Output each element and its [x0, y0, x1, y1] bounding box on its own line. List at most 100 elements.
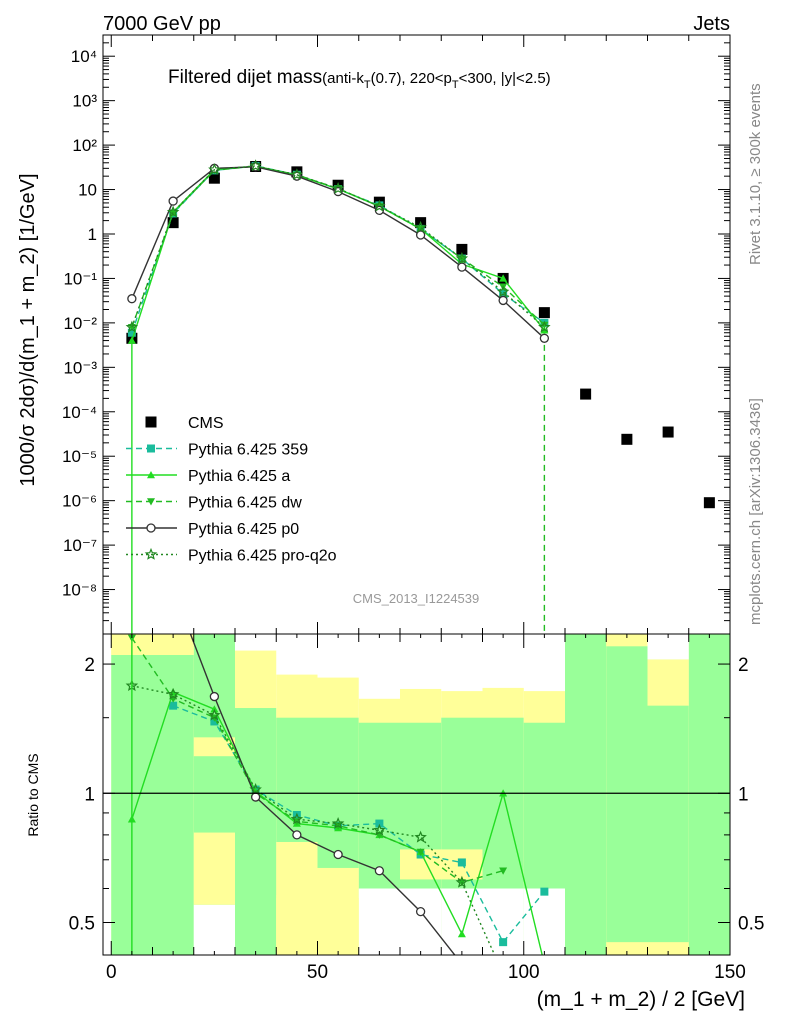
y-tick-label: 10²	[72, 136, 97, 155]
data-point	[125, 320, 139, 333]
ratio-data-point	[290, 812, 304, 825]
ratio-y-tick-label-right: 2	[738, 655, 749, 676]
ratio-series-pythia-6-425-p0	[189, 634, 456, 955]
legend-label: Pythia 6.425 a	[188, 468, 290, 485]
data-point	[249, 159, 262, 172]
data-point	[127, 294, 137, 304]
legend-entry: Pythia 6.425 359	[126, 442, 308, 459]
ratio-data-point	[249, 783, 262, 795]
ratio-y-tick-label-right: 0.5	[738, 913, 764, 934]
legend-entry: Pythia 6.425 pro-q2o	[126, 548, 337, 565]
source-label: mcplots.cern.ch [arXiv:1306.3436]	[747, 398, 764, 625]
band-segment	[193, 832, 235, 905]
series-pythia-6-425-pro-q2o	[125, 159, 551, 333]
legend-entry: CMS	[145, 415, 224, 432]
main-plot-frame	[102, 34, 731, 635]
band-segment	[647, 659, 689, 706]
legend-marker	[147, 498, 155, 506]
y-axis-label-main: 1000/σ 2dσ)/d(m_1 + m_2) [1/GeV]	[17, 173, 39, 486]
uncertainty-band-inner	[565, 634, 607, 955]
rivet-version-label: Rivet 3.1.10, ≥ 300k events	[747, 83, 764, 265]
beam-label: 7000 GeV pp	[103, 13, 221, 35]
ratio-plot-panel: 0.5 0.5 1 1 2 2 0 50 100 150	[69, 633, 764, 983]
ratio-y-tick-label: 1	[84, 784, 95, 805]
legend-label: Pythia 6.425 dw	[188, 495, 302, 512]
data-point	[540, 321, 549, 329]
ratio-data-point	[415, 906, 426, 917]
data-point	[290, 168, 304, 181]
data-point	[621, 433, 633, 445]
main-plot-panel: 10⁻⁸ 10⁻⁷ 10⁻⁶ 10⁻⁵ 10⁻⁴ 10⁻³ 10⁻² 10⁻¹ 1 10 10² 10…	[62, 34, 731, 635]
legend-marker	[147, 444, 155, 453]
category-label: Jets	[693, 13, 730, 35]
data-point	[456, 243, 468, 255]
data-point	[455, 252, 469, 264]
analysis-watermark: CMS_2013_I1224539	[353, 591, 480, 606]
legend-label: CMS	[188, 415, 224, 432]
legend-marker	[146, 523, 156, 533]
ratio-series-line	[131, 637, 504, 884]
band-segment	[400, 849, 483, 880]
data-point	[331, 182, 345, 194]
ratio-data-point	[455, 875, 469, 888]
x-tick-label: 0	[106, 962, 117, 983]
x-tick-label: 150	[714, 962, 746, 983]
y-tick-label: 10⁻⁸	[62, 581, 97, 600]
legend: CMS Pythia 6.425 359 Pythia 6.425 a Pythia …	[126, 415, 337, 565]
data-point	[208, 172, 220, 184]
ratio-data-point	[416, 848, 425, 856]
band-segment	[400, 888, 442, 955]
ratio-data-point	[375, 819, 384, 828]
data-point	[580, 388, 592, 400]
ratio-data-point	[373, 823, 386, 836]
data-point	[703, 497, 715, 509]
legend-entry: Pythia 6.425 dw	[126, 495, 302, 512]
legend-label: Pythia 6.425 p0	[188, 521, 299, 538]
y-tick-label: 10	[78, 181, 97, 200]
ratio-data-point	[292, 830, 302, 840]
ratio-data-point	[169, 701, 178, 710]
uncertainty-band-inner	[688, 634, 730, 955]
ratio-data-point	[374, 866, 385, 876]
ratio-data-point	[169, 688, 178, 696]
data-point	[167, 217, 179, 229]
plot-title-sub-2: T	[452, 79, 459, 91]
ratio-data-point	[208, 708, 221, 721]
plot-title-detail: (anti-k	[322, 70, 364, 87]
plot-title-detail-3: <300, |y|<2.5)	[459, 70, 551, 87]
data-point	[662, 426, 674, 438]
data-point	[539, 333, 550, 343]
data-point	[127, 336, 136, 344]
x-tick-label: 100	[508, 962, 540, 983]
band-segment	[358, 888, 400, 955]
legend-marker	[145, 416, 157, 428]
legend-marker	[147, 471, 155, 479]
uncertainty-band-inner	[606, 634, 648, 955]
y-tick-label: 10⁻¹	[63, 269, 97, 288]
data-point	[208, 163, 221, 175]
data-point	[414, 220, 427, 233]
data-point	[498, 295, 508, 306]
ratio-data-point	[209, 691, 220, 702]
y-tick-label: 10⁻³	[63, 358, 97, 377]
data-point	[415, 230, 426, 240]
ratio-data-point	[250, 792, 261, 802]
x-tick-label: 50	[307, 962, 328, 983]
data-point	[127, 328, 136, 337]
y-axis-label-ratio: Ratio to CMS	[25, 753, 41, 836]
legend-entry: Pythia 6.425 p0	[126, 521, 299, 538]
y-tick-label: 10⁻⁷	[63, 536, 97, 555]
ratio-data-point	[457, 858, 466, 867]
ratio-data-point	[166, 687, 180, 700]
band-segment	[647, 634, 689, 660]
band-segment	[193, 904, 235, 955]
y-tick-label: 1	[88, 225, 97, 244]
ratio-y-tick-label: 0.5	[69, 913, 95, 934]
band-segment	[523, 888, 565, 955]
plot-title-sub: T	[364, 79, 371, 91]
ratio-data-point	[331, 817, 345, 829]
data-point	[538, 307, 550, 319]
ratio-data-point	[499, 938, 508, 947]
legend-marker	[144, 547, 158, 560]
